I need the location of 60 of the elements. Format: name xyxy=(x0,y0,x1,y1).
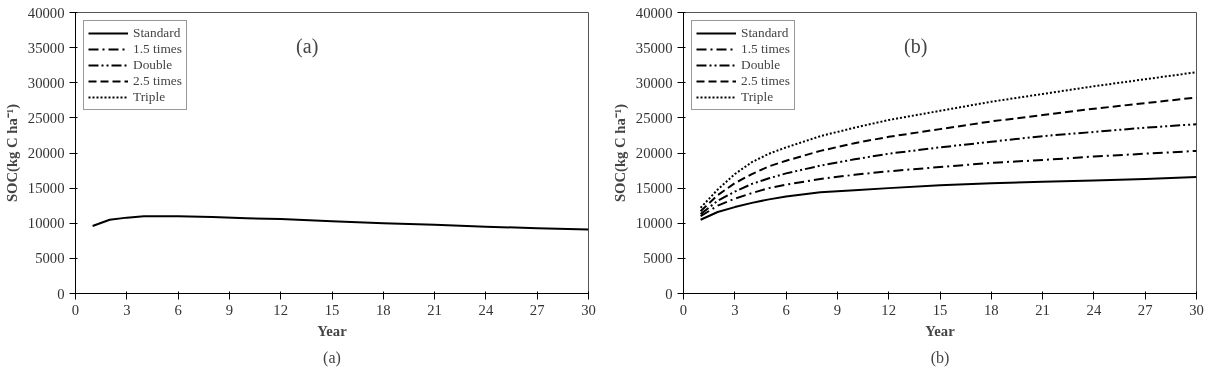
legend-label: Triple xyxy=(741,89,774,105)
x-tick-label: 21 xyxy=(1035,301,1050,318)
x-axis-title: Year xyxy=(925,322,956,339)
line-series xyxy=(699,71,1197,209)
y-tick-label: 20000 xyxy=(27,145,65,161)
text: (a) xyxy=(323,348,341,367)
x-tick-label: 9 xyxy=(833,301,842,318)
x-tick-label: 24 xyxy=(1086,301,1102,318)
y-tick-label: 40000 xyxy=(27,4,65,21)
x-tick-label: 0 xyxy=(679,301,688,318)
x-tick-label: 15 xyxy=(932,301,948,318)
x-tick-label: 18 xyxy=(375,301,391,318)
y-tick-label: 15000 xyxy=(635,180,673,197)
x-tick-label: 30 xyxy=(1189,301,1204,318)
y-axis-title: SOC(kg C ha⁻¹) xyxy=(611,103,629,203)
x-tick-label: 12 xyxy=(881,301,897,318)
y-tick-label: 0 xyxy=(57,285,65,302)
y-tick-label: 25000 xyxy=(635,109,673,126)
x-tick-label: 18 xyxy=(983,301,999,318)
y-tick-label: 35000 xyxy=(27,39,65,56)
text: (b) xyxy=(930,348,950,367)
x-tick-label: 3 xyxy=(123,301,131,318)
x-tick-label: 21 xyxy=(427,301,442,318)
x-tick-label: 30 xyxy=(581,301,596,318)
legend-label: Double xyxy=(741,57,781,73)
legend-label: Standard xyxy=(741,25,789,41)
x-tick-label: 15 xyxy=(324,301,340,318)
y-tick-label: 5000 xyxy=(643,250,673,267)
y-tick-label: 20000 xyxy=(635,145,673,161)
x-tick-label: 6 xyxy=(174,301,182,318)
y-tick-label: 10000 xyxy=(635,215,673,232)
y-tick-label: 30000 xyxy=(635,74,673,91)
y-tick-label: 25000 xyxy=(27,109,65,126)
x-tick-label: 27 xyxy=(529,301,545,318)
x-tick-label: 24 xyxy=(478,301,494,318)
y-axis-title: SOC(kg C ha⁻¹) xyxy=(3,103,21,203)
x-axis-title: Year xyxy=(317,322,348,339)
y-tick-label: 5000 xyxy=(35,250,65,267)
y-tick-label: 35000 xyxy=(635,39,673,56)
line-series xyxy=(91,215,589,231)
legend-label: Standard xyxy=(133,25,181,41)
y-tick-label: 15000 xyxy=(27,180,65,197)
y-tick-label: 30000 xyxy=(27,74,65,91)
x-tick-label: 27 xyxy=(1137,301,1153,318)
annotation: (a) xyxy=(296,35,319,59)
legend-label: 1.5 times xyxy=(741,41,790,57)
legend-label: Double xyxy=(133,57,173,73)
annotation: (b) xyxy=(904,35,928,59)
legend-label: 2.5 times xyxy=(741,73,790,89)
x-tick-label: 12 xyxy=(273,301,289,318)
legend-label: 1.5 times xyxy=(133,41,182,57)
legend-label: Triple xyxy=(133,89,166,105)
y-tick-label: 10000 xyxy=(27,215,65,232)
x-tick-label: 3 xyxy=(731,301,739,318)
x-tick-label: 6 xyxy=(782,301,790,318)
x-tick-label: 0 xyxy=(71,301,80,318)
y-tick-label: 0 xyxy=(665,285,673,302)
x-tick-label: 9 xyxy=(225,301,234,318)
y-tick-label: 40000 xyxy=(635,4,673,21)
legend-label: 2.5 times xyxy=(133,73,182,89)
